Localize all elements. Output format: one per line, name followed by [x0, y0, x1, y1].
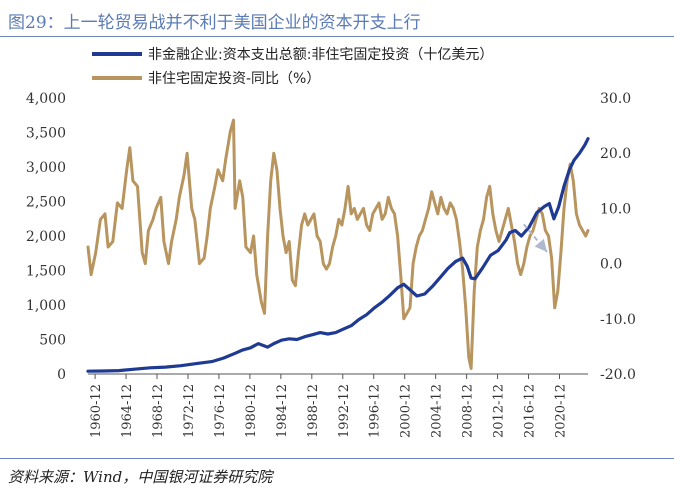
annotation-layer: [522, 223, 548, 253]
right-y-tick-label: 20.0: [600, 146, 631, 162]
right-y-tick-label: 0.0: [600, 257, 622, 273]
right-y-tick-label: -10.0: [600, 312, 636, 328]
top-rule: [0, 36, 674, 37]
left-y-tick-label: 3,000: [26, 160, 66, 176]
x-tick-label: 2020-12: [553, 384, 568, 438]
x-tick-label: 2016-12: [523, 384, 538, 438]
trend-arrow-line: [522, 223, 548, 253]
left-y-tick-label: 2,000: [26, 229, 66, 245]
right-y-tick-label: 10.0: [600, 201, 631, 217]
x-tick-label: 1980-12: [244, 384, 259, 438]
right-y-tick-label: 30.0: [600, 91, 631, 107]
x-tick-label: 1960-12: [89, 384, 104, 438]
x-tick-label: 1988-12: [306, 384, 321, 438]
left-y-tick-label: 3,500: [26, 126, 66, 142]
trend-arrow-head: [534, 238, 547, 252]
x-tick-label: 1964-12: [120, 384, 135, 438]
left-y-tick-label: 4,000: [26, 91, 66, 107]
legend-label-yoy: 非住宅固定投资-同比（%）: [148, 71, 320, 87]
source-note: 资料来源：Wind，中国银河证券研究院: [8, 468, 273, 486]
legend: 非金融企业:资本支出总额:非住宅固定投资（十亿美元） 非住宅固定投资-同比（%）: [92, 46, 493, 87]
left-y-tick-label: 500: [39, 333, 66, 349]
x-tick-label: 1972-12: [182, 384, 197, 438]
x-tick-label: 2012-12: [492, 384, 507, 438]
series-line-yoy: [86, 118, 590, 370]
line-chart: 05001,0001,5002,0002,5003,0003,5004,000 …: [26, 46, 636, 438]
legend-label-capex: 非金融企业:资本支出总额:非住宅固定投资（十亿美元）: [148, 46, 493, 63]
x-tick-label: 1976-12: [213, 384, 228, 438]
left-y-tick-label: 1,500: [26, 264, 66, 280]
x-tick-label: 2000-12: [399, 384, 414, 438]
x-tick-label: 1996-12: [368, 384, 383, 438]
left-y-tick-label: 0: [57, 367, 66, 383]
x-tick-label: 1992-12: [337, 384, 352, 438]
series-line-capex: [86, 137, 590, 373]
right-y-tick-label: -20.0: [600, 367, 636, 383]
x-tick-label: 2008-12: [461, 384, 476, 438]
series-layer: [86, 118, 590, 373]
x-tick-label: 1984-12: [275, 384, 290, 438]
bottom-rule: [0, 458, 674, 459]
left-y-axis: 0 500 1,000 1,500 2,000 2,500 3,000 3,500 4,000: [26, 91, 66, 383]
x-axis: 1960-12 1964-12 1968-12 1972-12 1976-12 1980-…: [88, 373, 588, 438]
x-tick-label: 1968-12: [151, 384, 166, 438]
left-y-tick-label: 2,500: [26, 195, 66, 211]
left-y-tick-label: 1,000: [26, 298, 66, 314]
x-tick-label: 2004-12: [430, 384, 445, 438]
figure-title: 图29：上一轮贸易战并不利于美国企业的资本开支上行: [8, 13, 421, 33]
right-y-axis: -20.0 -10.0 0.0 10.0 20.0 30.0: [600, 91, 636, 383]
